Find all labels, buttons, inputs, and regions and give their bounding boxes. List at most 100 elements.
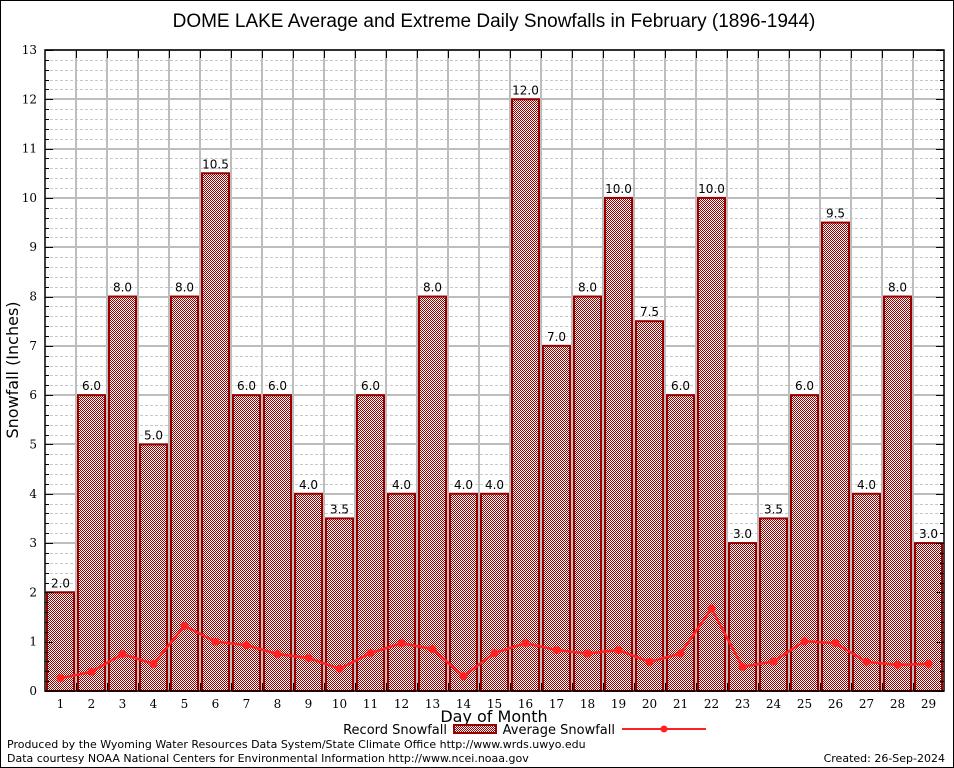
average-point-day-16 xyxy=(521,639,530,648)
bar-day-19 xyxy=(604,196,633,693)
x-tick-label: 8 xyxy=(274,697,282,711)
bar-value-label: 2.0 xyxy=(51,576,70,590)
bar-day-20 xyxy=(635,320,664,692)
bar-value-label: 8.0 xyxy=(888,281,907,295)
x-tick-label: 16 xyxy=(518,697,533,711)
y-tick-label: 12 xyxy=(22,92,37,106)
y-tick-label: 4 xyxy=(29,487,37,501)
legend: Record Snowfall Average Snowfall xyxy=(343,723,706,738)
x-tick-label: 12 xyxy=(394,697,409,711)
y-tick-label: 6 xyxy=(29,388,37,402)
footer-data-courtesy: Data courtesy NOAA National Centers for … xyxy=(7,752,529,765)
x-tick-label: 9 xyxy=(305,697,313,711)
y-axis-label: Snowfall (Inches) xyxy=(3,301,22,438)
x-tick-label: 17 xyxy=(549,697,564,711)
bar-day-28 xyxy=(883,295,912,692)
y-tick-label: 7 xyxy=(29,339,37,353)
average-point-day-20 xyxy=(645,657,654,666)
bar-value-label: 12.0 xyxy=(512,83,539,97)
x-tick-label: 19 xyxy=(611,697,626,711)
bar-value-label: 6.0 xyxy=(795,379,814,393)
average-point-day-15 xyxy=(490,649,499,658)
bar-day-12 xyxy=(387,492,416,692)
bar-value-label: 6.0 xyxy=(237,379,256,393)
x-axis-label: Day of Month xyxy=(440,707,547,726)
x-tick-label: 15 xyxy=(487,697,502,711)
bar-day-14 xyxy=(449,492,478,692)
legend-average-marker xyxy=(660,725,668,733)
bar-value-label: 6.0 xyxy=(671,379,690,393)
y-tick-label: 5 xyxy=(29,437,37,451)
bar-value-label: 3.5 xyxy=(764,502,783,516)
bar-day-11 xyxy=(356,394,385,692)
bar-value-label: 6.0 xyxy=(268,379,287,393)
bar-day-15 xyxy=(480,492,509,692)
legend-average-label: Average Snowfall xyxy=(503,723,615,738)
bar-day-4 xyxy=(139,443,168,693)
average-point-day-23 xyxy=(738,662,747,671)
y-tick-label: 11 xyxy=(22,142,37,156)
x-tick-label: 1 xyxy=(57,697,65,711)
legend-record-label: Record Snowfall xyxy=(343,723,447,738)
bar-day-16 xyxy=(511,98,540,693)
x-tick-label: 2 xyxy=(88,697,96,711)
bar-value-label: 8.0 xyxy=(423,281,442,295)
bar-value-label: 4.0 xyxy=(299,478,318,492)
average-point-day-21 xyxy=(676,649,685,658)
x-tick-label: 4 xyxy=(150,697,158,711)
average-point-day-5 xyxy=(180,621,189,630)
x-tick-label: 28 xyxy=(890,697,905,711)
y-tick-label: 13 xyxy=(22,43,37,57)
x-tick-label: 25 xyxy=(797,697,812,711)
bar-value-label: 10.0 xyxy=(698,182,725,196)
bar-day-10 xyxy=(325,517,354,693)
bar-day-26 xyxy=(821,221,850,692)
average-point-day-1 xyxy=(56,674,65,683)
average-point-day-14 xyxy=(459,672,468,681)
bar-day-22 xyxy=(697,196,726,693)
bar-value-label: 4.0 xyxy=(485,478,504,492)
bar-value-label: 8.0 xyxy=(113,281,132,295)
bar-value-label: 3.5 xyxy=(330,502,349,516)
y-tick-label: 2 xyxy=(29,585,37,599)
average-point-day-3 xyxy=(118,650,127,659)
bar-day-21 xyxy=(666,394,695,692)
average-point-day-19 xyxy=(614,646,623,655)
bar-value-label: 6.0 xyxy=(361,379,380,393)
bar-value-label: 8.0 xyxy=(175,281,194,295)
average-point-day-26 xyxy=(831,639,840,648)
y-tick-label: 1 xyxy=(29,635,37,649)
x-tick-label: 24 xyxy=(766,697,782,711)
x-tick-labels: 1 2 3 4 5 6 7 8 9 10 11 12 13 14 15 16 17 18 19 20 21 22 23 24 2… xyxy=(57,697,936,711)
average-point-day-25 xyxy=(800,637,809,646)
x-tick-label: 10 xyxy=(332,697,347,711)
average-point-day-13 xyxy=(428,645,437,654)
x-tick-label: 18 xyxy=(580,697,595,711)
bar-value-label: 3.0 xyxy=(733,527,752,541)
average-point-day-17 xyxy=(552,646,561,655)
bar-value-label: 4.0 xyxy=(392,478,411,492)
x-tick-label: 22 xyxy=(704,697,719,711)
footer-created-date: Created: 26-Sep-2024 xyxy=(824,752,945,765)
x-tick-label: 29 xyxy=(921,697,936,711)
y-tick-label: 9 xyxy=(29,240,37,254)
bar-value-label: 5.0 xyxy=(144,428,163,442)
average-point-day-28 xyxy=(893,660,902,669)
x-tick-label: 7 xyxy=(243,697,251,711)
average-point-day-12 xyxy=(397,639,406,648)
bar-value-label: 4.0 xyxy=(454,478,473,492)
average-point-day-29 xyxy=(924,659,933,668)
bar-day-17 xyxy=(542,344,571,692)
x-tick-label: 21 xyxy=(673,697,688,711)
y-tick-label: 8 xyxy=(29,290,37,304)
bar-day-3 xyxy=(108,295,137,692)
average-point-day-18 xyxy=(583,649,592,658)
average-point-day-8 xyxy=(273,650,282,659)
bar-value-label: 3.0 xyxy=(919,527,938,541)
y-tick-label: 0 xyxy=(29,684,37,698)
y-tick-label: 10 xyxy=(22,191,37,205)
bar-day-13 xyxy=(418,295,447,692)
bar-value-label: 6.0 xyxy=(82,379,101,393)
x-tick-label: 20 xyxy=(642,697,657,711)
